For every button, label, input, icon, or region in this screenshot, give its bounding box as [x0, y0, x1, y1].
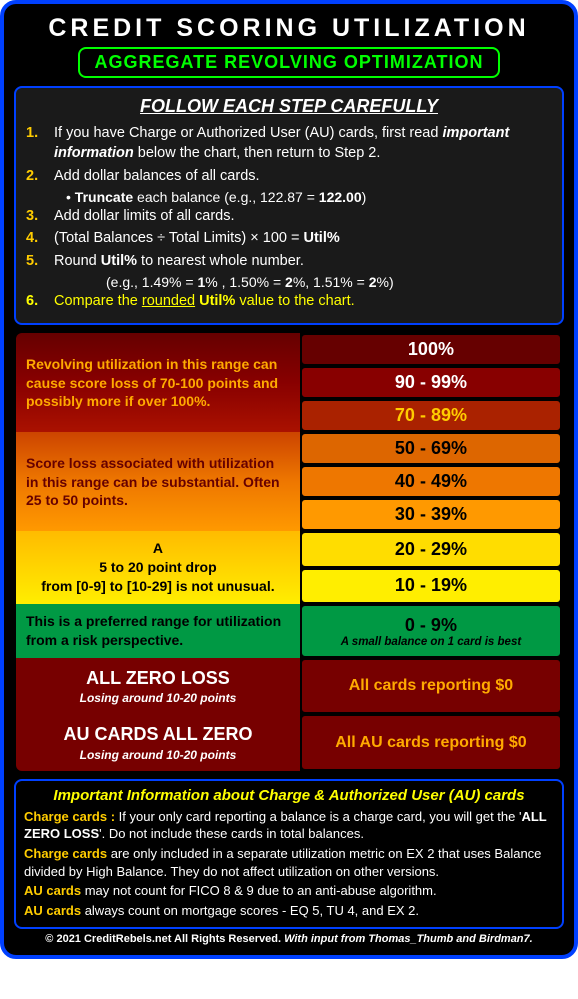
- zone-desc: Score loss associated with utilization i…: [16, 432, 300, 531]
- main-title: CREDIT SCORING UTILIZATION: [14, 14, 564, 43]
- steps-box: FOLLOW EACH STEP CAREFULLY 1. If you hav…: [14, 86, 564, 325]
- band-40-49: 40 - 49%: [301, 466, 561, 497]
- step-5-sub: (e.g., 1.49% = 1% , 1.50% = 2%, 1.51% = …: [106, 273, 552, 291]
- step-5: 5. Round Util% to nearest whole number.: [26, 251, 552, 271]
- info-title: Important Information about Charge & Aut…: [24, 787, 554, 804]
- zone-desc: This is a preferred range for utilizatio…: [16, 604, 300, 658]
- step-2-sub: • Truncate each balance (e.g., 122.87 = …: [66, 188, 552, 206]
- step-number: 6.: [26, 291, 44, 311]
- zone-au-allzero: AU CARDS ALL ZERO Losing around 10-20 po…: [16, 714, 562, 770]
- zone-desc: A 5 to 20 point drop from [0-9] to [10-2…: [16, 531, 300, 604]
- info-charge-1: Charge cards : If your only card reporti…: [24, 808, 554, 843]
- zone-bands: All AU cards reporting $0: [300, 714, 562, 770]
- step-number: 2.: [26, 166, 44, 186]
- infographic-frame: CREDIT SCORING UTILIZATION AGGREGATE REV…: [0, 0, 578, 959]
- step-4: 4. (Total Balances ÷ Total Limits) × 100…: [26, 228, 552, 248]
- zone-allzero: ALL ZERO LOSS Losing around 10-20 points…: [16, 658, 562, 714]
- zone-desc: ALL ZERO LOSS Losing around 10-20 points: [16, 658, 300, 714]
- subtitle: AGGREGATE REVOLVING OPTIMIZATION: [78, 47, 499, 78]
- step-text: Round Util% to nearest whole number.: [54, 251, 304, 271]
- band-50-69: 50 - 69%: [301, 433, 561, 464]
- info-box: Important Information about Charge & Aut…: [14, 779, 564, 929]
- info-au-2: AU cards always count on mortgage scores…: [24, 902, 554, 920]
- step-number: 3.: [26, 206, 44, 226]
- step-number: 5.: [26, 251, 44, 271]
- step-text: Add dollar limits of all cards.: [54, 206, 235, 226]
- step-6: 6. Compare the rounded Util% value to th…: [26, 291, 552, 311]
- band-100: 100%: [301, 334, 561, 365]
- band-0-9: 0 - 9% A small balance on 1 card is best: [301, 605, 561, 657]
- zone-bands: All cards reporting $0: [300, 658, 562, 714]
- band-10-19: 10 - 19%: [301, 569, 561, 603]
- subtitle-wrap: AGGREGATE REVOLVING OPTIMIZATION: [14, 47, 564, 78]
- zone-bands: 20 - 29% 10 - 19%: [300, 531, 562, 604]
- step-text: Add dollar balances of all cards.: [54, 166, 260, 186]
- step-number: 1.: [26, 123, 44, 164]
- step-3: 3. Add dollar limits of all cards.: [26, 206, 552, 226]
- step-2: 2. Add dollar balances of all cards.: [26, 166, 552, 186]
- step-1: 1. If you have Charge or Authorized User…: [26, 123, 552, 164]
- band-20-29: 20 - 29%: [301, 532, 561, 566]
- zone-bands: 100% 90 - 99% 70 - 89%: [300, 333, 562, 432]
- info-charge-2: Charge cards are only included in a sepa…: [24, 845, 554, 880]
- band-90-99: 90 - 99%: [301, 367, 561, 398]
- zone-desc: Revolving utilization in this range can …: [16, 333, 300, 432]
- band-au-allzero: All AU cards reporting $0: [301, 715, 561, 769]
- zone-desc: AU CARDS ALL ZERO Losing around 10-20 po…: [16, 714, 300, 770]
- utilization-chart: Revolving utilization in this range can …: [14, 331, 564, 772]
- step-text: If you have Charge or Authorized User (A…: [54, 123, 552, 164]
- zone-critical: Revolving utilization in this range can …: [16, 333, 562, 432]
- band-allzero: All cards reporting $0: [301, 659, 561, 713]
- step-text: (Total Balances ÷ Total Limits) × 100 = …: [54, 228, 340, 248]
- step-text: Compare the rounded Util% value to the c…: [54, 291, 355, 311]
- zone-good: This is a preferred range for utilizatio…: [16, 604, 562, 658]
- step-number: 4.: [26, 228, 44, 248]
- zone-bands: 50 - 69% 40 - 49% 30 - 39%: [300, 432, 562, 531]
- zone-medium: A 5 to 20 point drop from [0-9] to [10-2…: [16, 531, 562, 604]
- credits: © 2021 CreditRebels.net All Rights Reser…: [14, 933, 564, 945]
- band-30-39: 30 - 39%: [301, 499, 561, 530]
- zone-high: Score loss associated with utilization i…: [16, 432, 562, 531]
- steps-title: FOLLOW EACH STEP CAREFULLY: [26, 96, 552, 117]
- zone-bands: 0 - 9% A small balance on 1 card is best: [300, 604, 562, 658]
- info-au-1: AU cards may not count for FICO 8 & 9 du…: [24, 882, 554, 900]
- band-70-89: 70 - 89%: [301, 400, 561, 431]
